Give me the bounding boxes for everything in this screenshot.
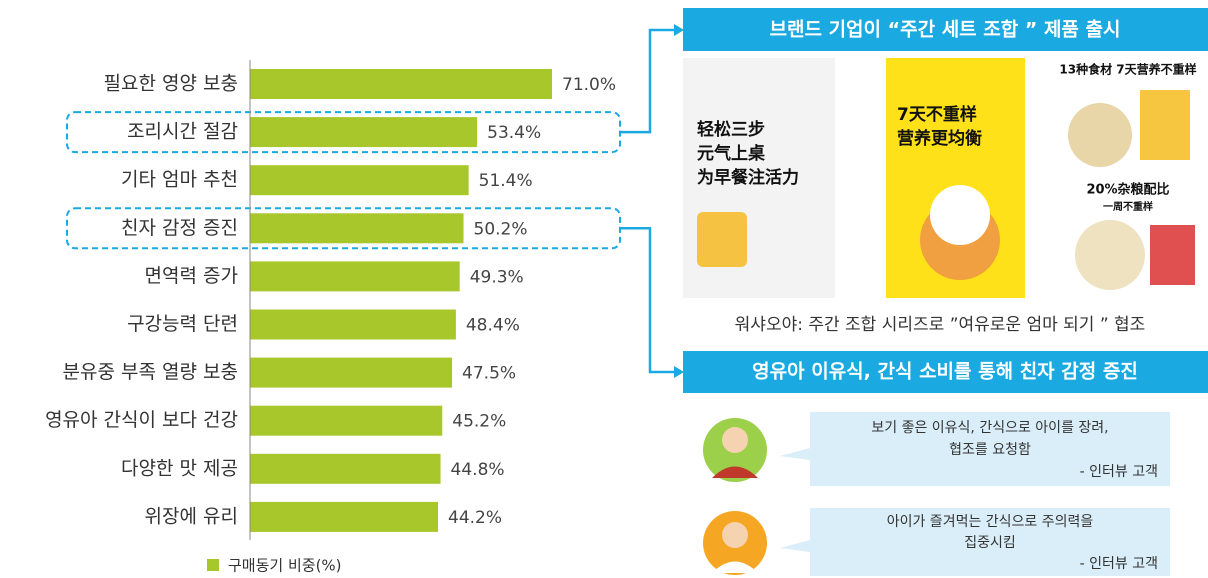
avatar — [703, 418, 767, 482]
bar — [250, 117, 478, 148]
quote-line: 보기 좋은 이유식, 간식으로 아이를 장려, — [871, 420, 1108, 436]
image-text: 元气上桌 — [697, 143, 766, 164]
quote-line: 협조를 요청함 — [949, 442, 1031, 458]
value-label: 44.2% — [448, 508, 502, 528]
category-label: 조리시간 절감 — [127, 121, 238, 143]
bar — [250, 309, 456, 340]
value-label: 44.8% — [451, 460, 505, 480]
value-label: 53.4% — [487, 123, 541, 143]
category-label: 면역력 증가 — [145, 265, 238, 287]
value-label: 47.5% — [462, 364, 516, 384]
product-image: 7天不重样 营养更均衡 — [886, 58, 1025, 298]
value-label: 45.2% — [452, 412, 506, 432]
value-label: 50.2% — [474, 219, 528, 239]
header-box — [683, 8, 1208, 51]
category-label: 친자 감정 증진 — [121, 217, 238, 239]
image-text: 轻松三步 — [697, 119, 765, 140]
bar — [250, 165, 469, 196]
product-image: 轻松三步 元气上桌 为早餐注活力 — [683, 58, 835, 298]
bar — [250, 69, 552, 99]
image-text: 营养更均衡 — [897, 128, 982, 149]
value-label: 49.3% — [470, 267, 524, 287]
arrow-head — [674, 24, 684, 36]
speech-bubble — [780, 508, 1170, 576]
arrow-head — [674, 366, 684, 378]
category-label: 다양한 맛 제공 — [121, 457, 238, 479]
header-box — [683, 351, 1208, 393]
legend-swatch — [207, 559, 219, 571]
bar — [250, 405, 443, 436]
value-label: 71.0% — [562, 75, 616, 95]
quote-line: 집중시킴 — [964, 535, 1016, 551]
connector-arrow — [620, 28, 674, 134]
category-label: 기타 엄마 추천 — [121, 169, 238, 191]
quote-source: - 인터뷰 고객 — [1080, 556, 1158, 572]
category-label: 영유아 간식이 보다 건강 — [45, 409, 238, 431]
header: 브랜드 기업이 “주간 세트 조합 ” 제품 출시 — [770, 19, 1121, 41]
category-label: 위장에 유리 — [145, 505, 238, 527]
header: 영유아 이유식, 간식 소비를 통해 친자 감정 증진 — [752, 361, 1138, 383]
quote-line: 아이가 즐겨먹는 간식으로 주의력을 — [887, 514, 1094, 530]
bar — [250, 501, 439, 532]
value-label: 48.4% — [466, 316, 520, 336]
bar — [250, 213, 464, 244]
image-text: 13种食材 7天营养不重样 — [1059, 62, 1196, 77]
legend-label: 구매동기 비중(%) — [228, 557, 342, 575]
value-label: 51.4% — [479, 171, 533, 191]
avatar — [703, 511, 767, 575]
bar — [250, 357, 453, 388]
image-text: 20%杂粮配比 — [1086, 182, 1169, 198]
category-label: 분유중 부족 열량 보충 — [63, 361, 238, 383]
bar — [250, 453, 441, 484]
image-text: 7天不重样 — [897, 104, 977, 125]
category-label: 필요한 영양 보충 — [104, 73, 238, 95]
image-text: 为早餐注活力 — [697, 167, 799, 188]
quote-source: - 인터뷰 고객 — [1080, 464, 1158, 480]
bar — [250, 261, 460, 292]
category-label: 구강능력 단련 — [127, 313, 238, 335]
connector-arrow — [620, 227, 674, 374]
image-text: 一周不重样 — [1103, 200, 1153, 213]
caption: 워샤오야: 주간 조합 시리즈로 ”여유로운 엄마 되기 ” 협조 — [735, 315, 1146, 335]
speech-bubble — [780, 412, 1170, 486]
bar-chart: 필요한 영양 보충 71.0% 조리시간 절감 53.4% 기타 엄마 추천 51.4% 친… — [45, 24, 684, 532]
product-image: 13种食材 7天营养不重样 20%杂粮配比 一周不重样 — [1055, 58, 1200, 298]
